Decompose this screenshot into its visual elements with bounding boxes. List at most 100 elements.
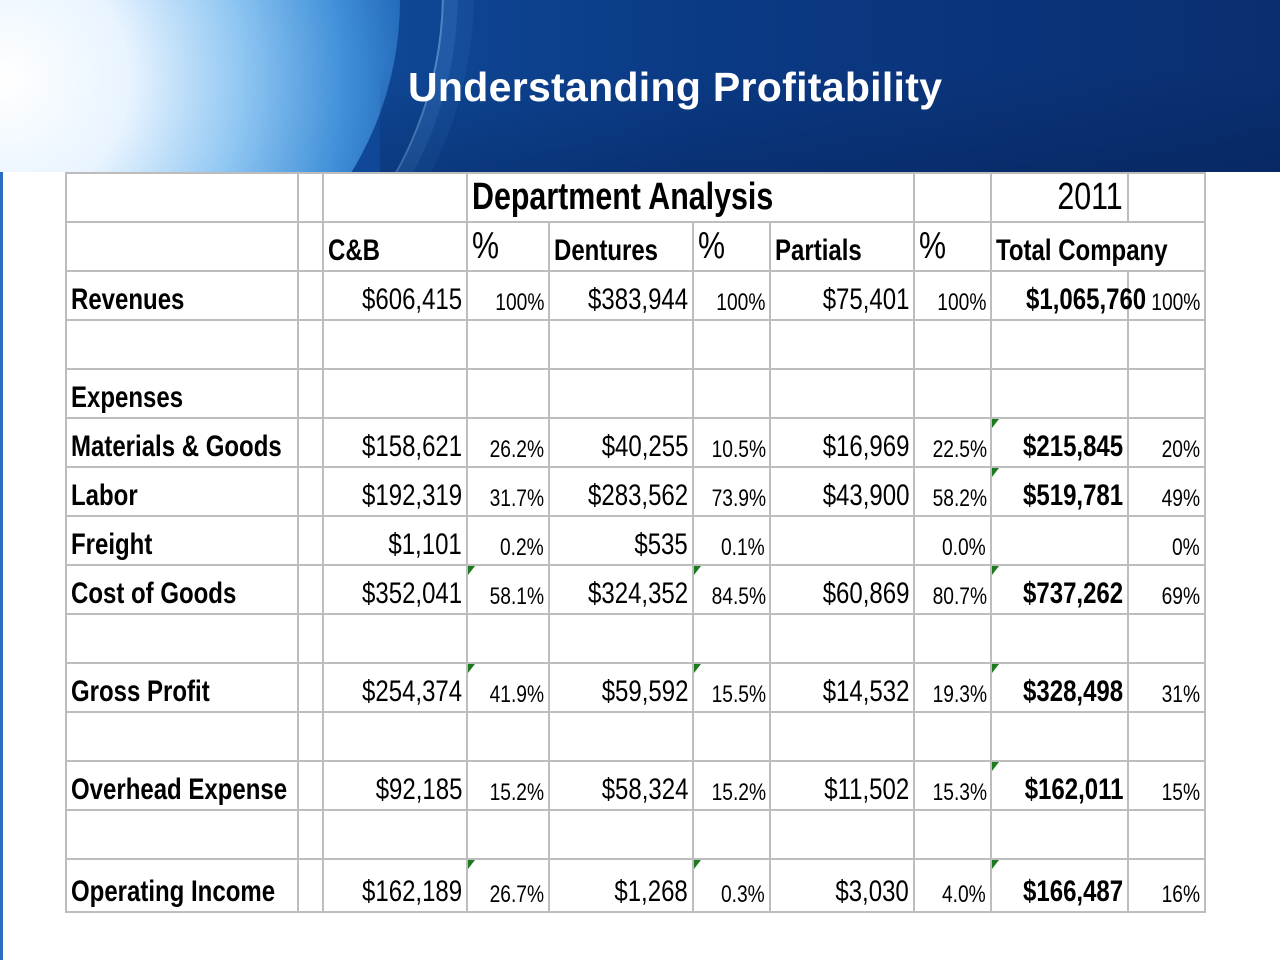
table-row bbox=[65, 711, 1207, 762]
table-row: Operating Income $162,189 26.7% $1,268 0.3% $… bbox=[65, 858, 1207, 913]
value-cell-text: $60,869 bbox=[822, 577, 910, 610]
percent-cell: 0.2% bbox=[466, 515, 550, 566]
row-label: Freight bbox=[65, 515, 299, 566]
slide-title: Understanding Profitability bbox=[408, 64, 943, 110]
value-cell bbox=[548, 368, 694, 419]
value-cell bbox=[322, 368, 468, 419]
percent-cell-text: 100% bbox=[715, 289, 765, 316]
value-cell-text: $1,101 bbox=[388, 528, 462, 561]
error-indicator-icon bbox=[992, 860, 1000, 869]
table-row: Overhead Expense $92,185 15.2% $58,324 15.2%… bbox=[65, 760, 1207, 811]
table-title-cell: Department Analysis bbox=[465, 172, 916, 223]
row-label bbox=[65, 613, 299, 664]
table-row: Gross Profit $254,374 41.9% $59,592 15.5% $14… bbox=[65, 662, 1207, 713]
value-cell: $43,900 bbox=[768, 466, 916, 517]
value-cell-text: $14,532 bbox=[822, 675, 910, 708]
row-label-text: Cost of Goods bbox=[71, 577, 237, 610]
column-header-text: % bbox=[698, 225, 726, 267]
value-cell-text: $158,621 bbox=[361, 430, 462, 463]
empty-cell bbox=[297, 662, 324, 713]
percent-cell-text: 20% bbox=[1161, 436, 1201, 463]
row-label-text: Gross Profit bbox=[71, 675, 210, 708]
table-row bbox=[65, 809, 1207, 860]
globe-image bbox=[0, 0, 400, 172]
column-header-dentures: Dentures bbox=[548, 221, 694, 272]
percent-cell-text: 15% bbox=[1161, 779, 1201, 806]
table-title: Department Analysis bbox=[472, 176, 774, 218]
row-label-text: Expenses bbox=[71, 381, 184, 414]
value-cell bbox=[990, 809, 1130, 860]
row-label-text: Freight bbox=[71, 528, 153, 561]
empty-cell bbox=[297, 172, 324, 223]
percent-cell bbox=[692, 711, 771, 762]
empty-cell bbox=[297, 270, 324, 321]
percent-cell bbox=[466, 368, 550, 419]
percent-cell-text: 15.5% bbox=[711, 681, 767, 708]
row-label: Expenses bbox=[65, 368, 299, 419]
empty-cell bbox=[297, 368, 324, 419]
percent-cell: 26.2% bbox=[466, 417, 550, 468]
empty-cell bbox=[297, 319, 324, 370]
row-label-text: Materials & Goods bbox=[71, 430, 282, 463]
error-indicator-icon bbox=[992, 468, 1000, 477]
percent-cell: 15.2% bbox=[466, 760, 550, 811]
percent-cell: 100% bbox=[466, 270, 550, 321]
value-cell bbox=[990, 711, 1130, 762]
percent-cell: 4.0% bbox=[913, 858, 993, 913]
empty-cell bbox=[65, 221, 299, 272]
percent-cell-text: 26.2% bbox=[489, 436, 544, 463]
percent-cell bbox=[913, 613, 993, 664]
percent-cell bbox=[692, 613, 771, 664]
error-indicator-icon bbox=[468, 566, 475, 575]
value-cell-text: $166,487 bbox=[1022, 875, 1124, 908]
percent-cell bbox=[1127, 319, 1207, 370]
value-cell: $606,415 bbox=[322, 270, 468, 321]
value-cell bbox=[548, 319, 694, 370]
value-cell: $40,255 bbox=[548, 417, 694, 468]
value-cell bbox=[548, 809, 694, 860]
column-header-text: Partials bbox=[775, 234, 862, 267]
percent-cell bbox=[1127, 809, 1207, 860]
empty-cell bbox=[65, 172, 299, 223]
value-cell-text: $92,185 bbox=[375, 773, 462, 806]
table-row bbox=[65, 319, 1207, 370]
percent-cell-text: 0% bbox=[1172, 534, 1201, 561]
value-cell: $215,845 bbox=[990, 417, 1130, 468]
percent-cell: 0% bbox=[1127, 515, 1207, 566]
value-cell-text: $215,845 bbox=[1022, 430, 1124, 463]
value-cell-text: $283,562 bbox=[587, 479, 688, 512]
row-label bbox=[65, 319, 299, 370]
value-cell: $162,011 bbox=[990, 760, 1130, 811]
value-cell: $352,041 bbox=[322, 564, 468, 615]
row-label: Operating Income bbox=[65, 858, 299, 913]
empty-cell bbox=[297, 221, 324, 272]
empty-cell bbox=[297, 809, 324, 860]
percent-cell: 20% bbox=[1127, 417, 1207, 468]
percent-cell: 58.2% bbox=[913, 466, 993, 517]
value-cell-text: $162,011 bbox=[1024, 773, 1124, 806]
percent-cell-text: 58.1% bbox=[489, 583, 544, 610]
error-indicator-icon bbox=[694, 860, 701, 869]
header-row-columns: C&B % Dentures % Partials % Total Compan… bbox=[65, 221, 1207, 272]
percent-cell-text: 100% bbox=[936, 289, 987, 316]
error-indicator-icon bbox=[468, 860, 475, 869]
column-header-pct: % bbox=[692, 221, 771, 272]
percent-cell-text: 73.9% bbox=[711, 485, 767, 512]
percent-cell-text: 31% bbox=[1161, 681, 1201, 708]
value-cell bbox=[548, 613, 694, 664]
error-indicator-icon bbox=[468, 664, 475, 673]
value-cell bbox=[990, 613, 1130, 664]
percent-cell-text: 31.7% bbox=[489, 485, 544, 512]
empty-cell bbox=[297, 760, 324, 811]
percent-cell-text: 0.2% bbox=[500, 534, 544, 561]
department-analysis-table: Department Analysis 2011 C&B % Dentures … bbox=[65, 172, 1207, 913]
percent-cell: 0.3% bbox=[692, 858, 771, 913]
error-indicator-icon bbox=[694, 664, 701, 673]
empty-cell bbox=[322, 172, 468, 223]
table-row: Expenses bbox=[65, 368, 1207, 419]
value-cell: $158,621 bbox=[322, 417, 468, 468]
header-row-title: Department Analysis 2011 bbox=[65, 172, 1207, 223]
value-cell-text: $11,502 bbox=[824, 773, 910, 806]
value-cell bbox=[322, 319, 468, 370]
percent-cell: 69% bbox=[1127, 564, 1207, 615]
